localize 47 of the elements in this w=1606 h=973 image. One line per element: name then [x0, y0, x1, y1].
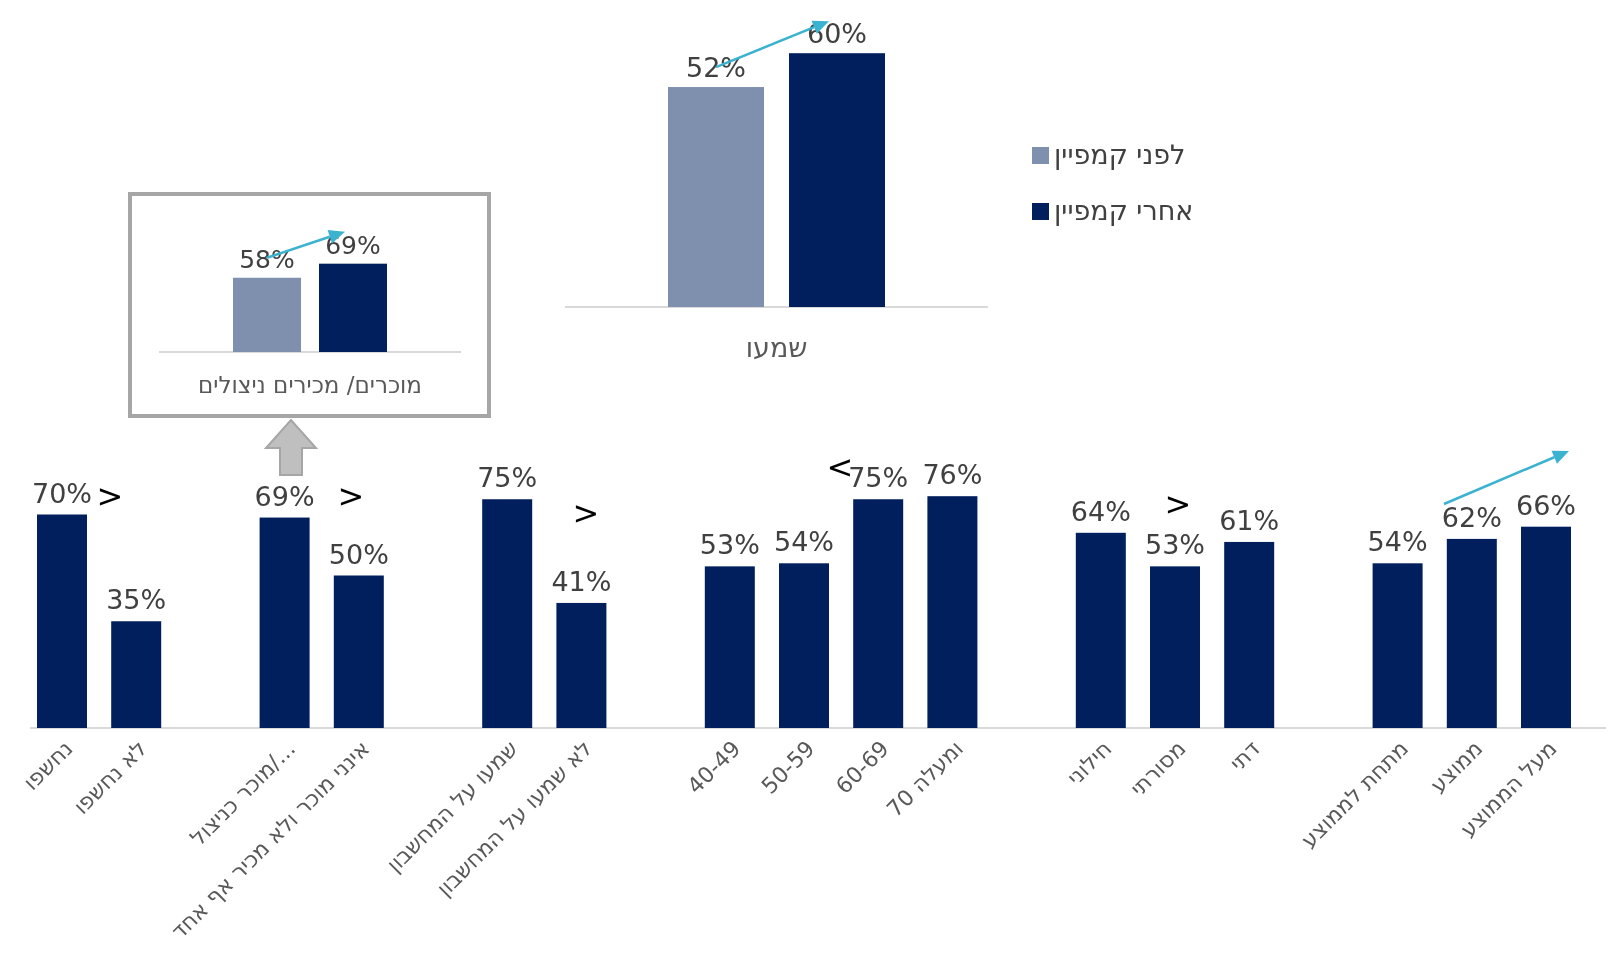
annotation: > — [337, 477, 365, 515]
data-label: 54% — [773, 526, 835, 558]
data-label: 53% — [1144, 529, 1206, 561]
bar — [1446, 538, 1497, 728]
data-label: 58% — [239, 244, 295, 274]
data-label: 41% — [551, 565, 612, 597]
data-label: 64% — [1070, 495, 1131, 527]
data-label: 35% — [106, 584, 167, 616]
x-tick-label: נחשפו — [18, 735, 78, 795]
legend-label: אחרי קמפיין — [1054, 195, 1194, 226]
data-label: 61% — [1219, 504, 1280, 536]
annotation: > — [572, 494, 600, 532]
data-label: 62% — [1441, 501, 1502, 533]
bar — [1224, 541, 1275, 728]
bar — [1372, 563, 1423, 728]
x-tick-label: מוכרים/ מכירים ניצולים — [198, 372, 422, 398]
data-label: 53% — [699, 529, 760, 561]
bar — [111, 621, 162, 728]
bar — [482, 499, 533, 728]
annotation: > — [96, 477, 124, 515]
data-label: 54% — [1367, 526, 1428, 558]
bar — [1075, 532, 1126, 728]
legend-label: לפני קמפיין — [1054, 139, 1186, 170]
x-tick-label: שמעו — [745, 332, 808, 363]
bar — [333, 575, 384, 728]
data-label: 50% — [328, 538, 389, 570]
data-label: 66% — [1515, 489, 1577, 521]
x-tick-label: דתי — [1224, 735, 1265, 776]
bar — [853, 499, 904, 728]
x-tick-label: מתחת לממוצע — [1296, 735, 1414, 853]
data-label: 76% — [922, 459, 983, 491]
x-tick-label: חילוני — [1062, 735, 1117, 790]
bar — [927, 496, 978, 728]
bar — [1150, 566, 1200, 728]
data-label: 75% — [477, 462, 538, 494]
bar — [704, 566, 755, 728]
data-label: 69% — [325, 230, 381, 260]
data-label: 52% — [685, 52, 747, 84]
bar — [37, 514, 87, 728]
bar — [1521, 526, 1571, 728]
bar — [259, 517, 310, 728]
bar — [556, 602, 607, 728]
data-label: 70% — [31, 477, 93, 509]
x-tick-label: מסורתי — [1125, 735, 1191, 801]
bar — [779, 563, 829, 728]
annotation: > — [1164, 485, 1192, 523]
data-label: 69% — [254, 480, 315, 512]
